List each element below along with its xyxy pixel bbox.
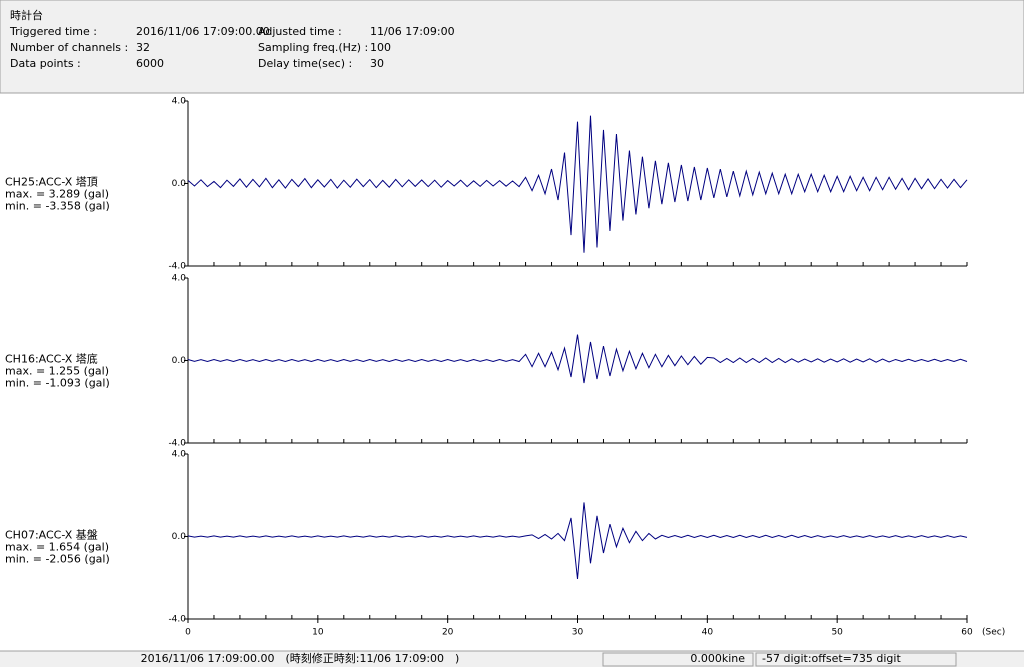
field-label: Adjusted time : [258, 25, 342, 38]
y-tick-label: 0.0 [172, 532, 187, 542]
channel-max: max. = 3.289 (gal) [5, 188, 109, 201]
y-tick-label: 4.0 [172, 97, 187, 107]
x-tick-label: 10 [312, 628, 324, 638]
x-tick-label: 50 [831, 628, 843, 638]
y-tick-label: -4.0 [168, 262, 186, 272]
status-bar [0, 651, 1024, 667]
channel-min: min. = -2.056 (gal) [5, 553, 110, 566]
y-tick-label: 4.0 [172, 450, 187, 460]
channel-name: CH16:ACC-X 塔底 [5, 352, 98, 366]
field-value: 6000 [136, 57, 164, 70]
channel-min: min. = -1.093 (gal) [5, 377, 110, 390]
x-tick-label: 60 [961, 628, 973, 638]
channel-max: max. = 1.255 (gal) [5, 365, 109, 378]
field-value: 11/06 17:09:00 [370, 25, 455, 38]
status-cell [755, 652, 957, 667]
field-value: 30 [370, 57, 384, 70]
x-tick-label: 40 [702, 628, 714, 638]
y-tick-label: -4.0 [168, 439, 186, 449]
x-tick-label: 0 [185, 628, 191, 638]
header-panel [0, 0, 1024, 94]
y-tick-label: 0.0 [172, 356, 187, 366]
channel-max: max. = 1.654 (gal) [5, 541, 109, 554]
channel-name: CH25:ACC-X 塔頂 [5, 176, 98, 189]
field-label: Triggered time : [9, 25, 97, 38]
field-value: 2016/11/06 17:09:00.00 [136, 25, 270, 38]
field-label: Number of channels : [10, 41, 128, 54]
field-label: Delay time(sec) : [258, 57, 352, 70]
channel-name: CH07:ACC-X 基盤 [5, 529, 98, 542]
waveform [187, 115, 968, 253]
field-label: Sampling freq.(Hz) : [258, 41, 368, 54]
y-tick-label: 0.0 [172, 179, 187, 189]
status-text: 0.000kine [690, 652, 745, 665]
status-text: -57 digit:offset=735 digit [762, 652, 901, 665]
x-tick-label: 30 [572, 628, 584, 638]
x-tick-label: 20 [442, 628, 454, 638]
field-value: 32 [136, 41, 150, 54]
waveform [187, 334, 968, 384]
status-cell [602, 652, 754, 667]
x-axis-label: (Sec) [982, 628, 1005, 638]
status-text: 2016/11/06 17:09:00.00 (時刻修正時刻:11/06 17:… [141, 651, 460, 665]
field-label: Data points : [10, 57, 81, 70]
waveform [187, 502, 968, 579]
field-value: 100 [370, 41, 391, 54]
header-title: 時計台 [10, 8, 43, 22]
y-tick-label: -4.0 [168, 615, 186, 625]
channel-min: min. = -3.358 (gal) [5, 200, 110, 213]
y-tick-label: 4.0 [172, 274, 187, 284]
